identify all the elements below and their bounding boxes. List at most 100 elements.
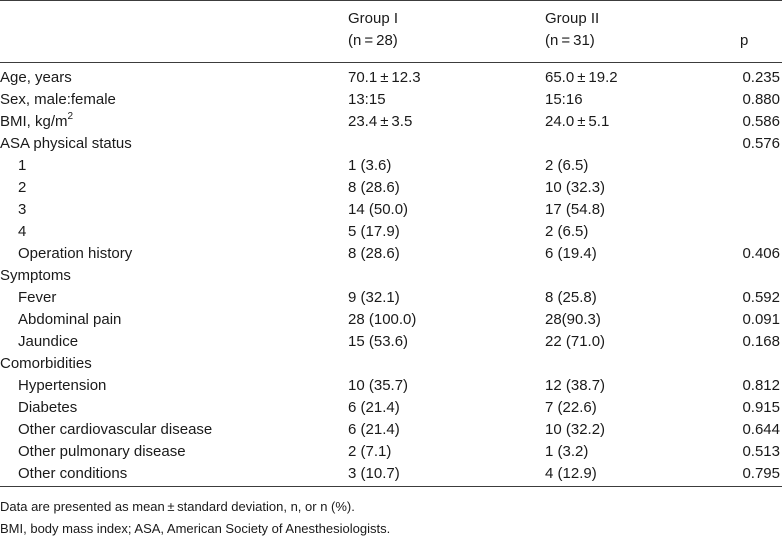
group2-value: 1 (3.2) [545,443,589,460]
row-label-superscript: 2 [67,111,74,122]
row-label: Age, years [0,67,72,89]
group1-value: 13:15 [348,91,386,108]
row-label-text: 2 [18,179,27,196]
row-label-text: 4 [18,223,27,240]
group2-value: 15:16 [545,91,583,108]
group2-value: 8 (25.8) [545,289,597,306]
group1-count: (n = 28) [348,32,398,49]
table-row: 1 1 (3.6) 2 (6.5) [0,155,782,177]
group1-name: Group I [348,10,399,27]
group2-count: (n = 31) [545,32,595,49]
table-top-rule [0,0,782,1]
group2-value: 10 (32.2) [545,421,606,438]
table-row: Other pulmonary disease 2 (7.1) 1 (3.2) 0.5… [0,441,782,463]
footnote-abbreviations: BMI, body mass index; ASA, American Soci… [0,521,391,536]
group2-value: 12 (38.7) [545,377,606,394]
row-label: Fever [18,287,56,309]
row-label: ASA physical status [0,133,132,155]
group2-value: 2 (6.5) [545,157,589,174]
group1-value: 15 (53.6) [348,333,409,350]
group1-value: 14 (50.0) [348,201,409,218]
row-label-text: Abdominal pain [18,311,122,328]
p-value: 0.795 [742,465,780,482]
group1-value: 23.4 ± 3.5 [348,113,413,130]
group1-value: 6 (21.4) [348,421,400,438]
row-label-text: 1 [18,157,27,174]
table-row: Operation history 8 (28.6) 6 (19.4) 0.406 [0,243,782,265]
table-row: Comorbidities [0,353,782,375]
table-bottom-rule [0,486,782,487]
table-row: Fever 9 (32.1) 8 (25.8) 0.592 [0,287,782,309]
table-row: 2 8 (28.6) 10 (32.3) [0,177,782,199]
group2-value: 2 (6.5) [545,223,589,240]
row-label-text: Other cardiovascular disease [18,421,213,438]
row-label-text: Diabetes [18,399,78,416]
row-label-text: Fever [18,289,57,306]
group2-name: Group II [545,10,600,27]
table-row: Other conditions 3 (10.7) 4 (12.9) 0.795 [0,463,782,485]
row-label: Other pulmonary disease [18,441,186,463]
p-value: 0.576 [742,135,780,152]
group1-value: 2 (7.1) [348,443,392,460]
p-value: 0.644 [742,421,780,438]
row-label-text: Age, years [0,69,72,86]
p-value: 0.235 [742,69,780,86]
table-row: 3 14 (50.0) 17 (54.8) [0,199,782,221]
row-label: Abdominal pain [18,309,121,331]
row-label-text: ASA physical status [0,135,132,152]
row-label: Sex, male:female [0,89,116,111]
row-label: 4 [18,221,26,243]
p-value: 0.513 [742,443,780,460]
row-label: Symptoms [0,265,71,287]
p-value: 0.406 [742,245,780,262]
p-value: 0.915 [742,399,780,416]
group1-header: Group I (n = 28) [348,8,398,52]
table-row: Symptoms [0,265,782,287]
p-value: 0.592 [742,289,780,306]
group1-value: 5 (17.9) [348,223,400,240]
group1-value: 3 (10.7) [348,465,400,482]
table-row: Abdominal pain 28 (100.0) 28(90.3) 0.091 [0,309,782,331]
table-footnotes: Data are presented as mean ± standard de… [0,496,390,539]
table-row: ASA physical status 0.576 [0,133,782,155]
table-row: BMI, kg/m2 23.4 ± 3.5 24.0 ± 5.1 0.586 [0,111,782,133]
table-row: Diabetes 6 (21.4) 7 (22.6) 0.915 [0,397,782,419]
group2-value: 22 (71.0) [545,333,606,350]
row-label-text: Comorbidities [0,355,92,372]
table-row: Jaundice 15 (53.6) 22 (71.0) 0.168 [0,331,782,353]
row-label-text: 3 [18,201,27,218]
group1-value: 9 (32.1) [348,289,400,306]
group2-value: 28(90.3) [545,311,601,328]
row-label-text: Symptoms [0,267,71,284]
row-label: Other conditions [18,463,127,485]
row-label-text: Hypertension [18,377,107,394]
row-label: BMI, kg/m2 [0,111,73,133]
table-row: 4 5 (17.9) 2 (6.5) [0,221,782,243]
row-label-text: Sex, male:female [0,91,116,108]
footnote-data-format: Data are presented as mean ± standard de… [0,499,355,514]
row-label: 2 [18,177,26,199]
row-label: Jaundice [18,331,78,353]
p-value: 0.168 [742,333,780,350]
row-label: Comorbidities [0,353,92,375]
group2-value: 65.0 ± 19.2 [545,69,618,86]
row-label-text: BMI, kg/m [0,113,68,130]
group1-value: 8 (28.6) [348,179,400,196]
table-header-rule [0,62,782,63]
group2-header: Group II (n = 31) [545,8,599,52]
table-body: Age, years 70.1 ± 12.3 65.0 ± 19.2 0.235 Sex… [0,67,782,485]
group1-value: 1 (3.6) [348,157,392,174]
group2-value: 7 (22.6) [545,399,597,416]
group1-value: 70.1 ± 12.3 [348,69,421,86]
row-label-text: Other pulmonary disease [18,443,186,460]
group2-value: 10 (32.3) [545,179,606,196]
p-value: 0.586 [742,113,780,130]
table-row: Other cardiovascular disease 6 (21.4) 10 (… [0,419,782,441]
group1-value: 8 (28.6) [348,245,400,262]
row-label: Hypertension [18,375,106,397]
row-label-text: Jaundice [18,333,79,350]
row-label: 1 [18,155,26,177]
p-value-header: p [740,32,749,49]
table-row: Sex, male:female 13:15 15:16 0.880 [0,89,782,111]
